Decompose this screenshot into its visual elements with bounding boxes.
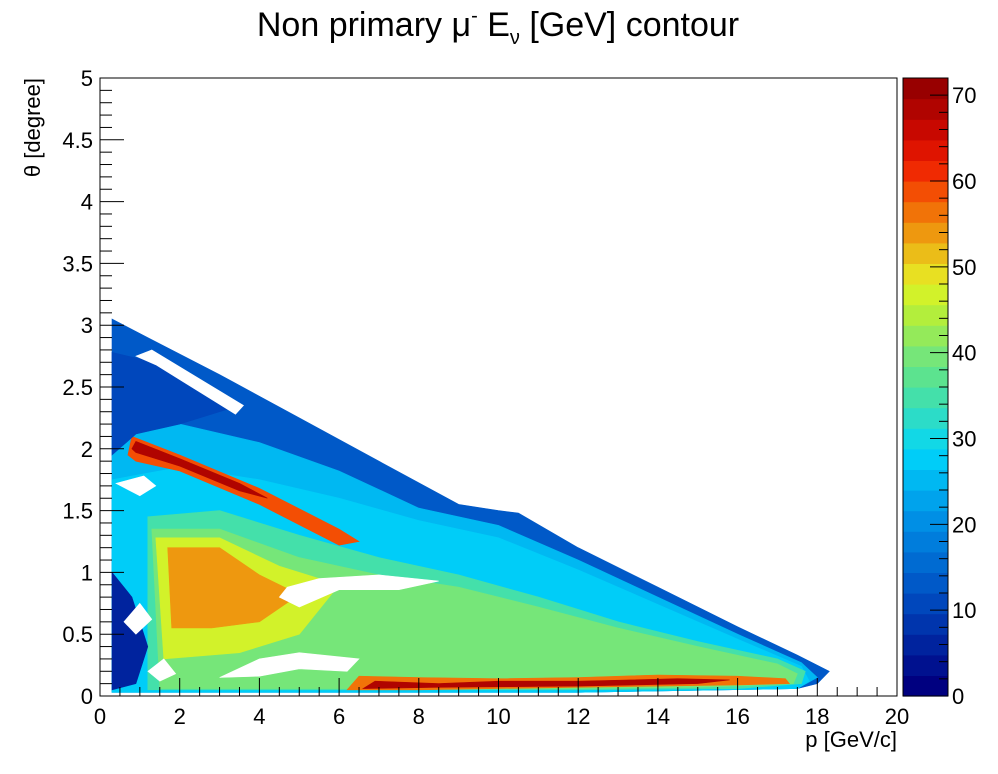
color-scale-segment bbox=[903, 634, 948, 656]
y-tick-label: 2 bbox=[81, 437, 93, 462]
contour-gap-upper bbox=[135, 349, 244, 415]
color-scale-segment bbox=[903, 242, 948, 264]
color-scale-segment bbox=[903, 613, 948, 635]
color-scale-segment bbox=[903, 304, 948, 326]
y-tick-label: 2.5 bbox=[62, 375, 93, 400]
color-scale-segment bbox=[903, 139, 948, 161]
x-tick-label: 16 bbox=[725, 704, 749, 729]
contour-gap-lower-arc bbox=[278, 574, 439, 608]
color-scale-segment bbox=[903, 448, 948, 470]
color-scale-label: 40 bbox=[952, 341, 976, 366]
y-tick-label: 0.5 bbox=[62, 622, 93, 647]
color-scale-segment bbox=[903, 160, 948, 182]
color-scale-segment bbox=[903, 572, 948, 594]
color-scale-segment bbox=[903, 654, 948, 676]
color-scale-label: 0 bbox=[952, 684, 964, 709]
x-tick-label: 6 bbox=[333, 704, 345, 729]
y-tick-label: 0 bbox=[81, 684, 93, 709]
color-scale-label: 20 bbox=[952, 512, 976, 537]
color-scale-segment bbox=[903, 490, 948, 512]
x-tick-label: 4 bbox=[253, 704, 265, 729]
color-scale-label: 30 bbox=[952, 427, 976, 452]
contour-gap-middle bbox=[115, 475, 157, 497]
x-tick-label: 12 bbox=[566, 704, 590, 729]
x-tick-label: 0 bbox=[94, 704, 106, 729]
color-scale-segment bbox=[903, 593, 948, 615]
y-tick-label: 5 bbox=[81, 66, 93, 91]
y-tick-label: 4 bbox=[81, 190, 93, 215]
color-scale-segment bbox=[903, 510, 948, 532]
x-tick-label: 10 bbox=[486, 704, 510, 729]
contour-region-band-6 bbox=[167, 547, 300, 629]
color-scale: 0 10 20 30 40 50 60 70 bbox=[902, 77, 976, 709]
x-axis-label: p [GeV/c] bbox=[805, 727, 897, 752]
color-scale-segment bbox=[903, 407, 948, 429]
chart-title-energy: E bbox=[478, 6, 510, 44]
x-tick-label: 14 bbox=[646, 704, 670, 729]
color-scale-segment bbox=[903, 78, 948, 100]
x-tick-label: 2 bbox=[174, 704, 186, 729]
color-scale-segment bbox=[903, 284, 948, 306]
y-tick-label: 3.5 bbox=[62, 251, 93, 276]
color-scale-segment bbox=[903, 119, 948, 141]
y-tick-label: 1.5 bbox=[62, 499, 93, 524]
chart-title-tail: [GeV] contour bbox=[520, 6, 739, 44]
chart-title-subscript: ν bbox=[510, 27, 520, 49]
contour-gap-speck-2 bbox=[123, 602, 153, 635]
color-scale-segment bbox=[903, 551, 948, 573]
x-tick-label: 20 bbox=[885, 704, 909, 729]
contour-region-band-4 bbox=[151, 528, 798, 689]
color-scale-segment bbox=[903, 325, 948, 347]
color-scale-segment bbox=[903, 531, 948, 553]
color-scale-label: 10 bbox=[952, 598, 976, 623]
contour-gap-speck-1 bbox=[147, 658, 177, 682]
axis-ticks: 0 2 4 6 8 10 12 14 16 18 20 0 0.5 1 1.5 2 2.5 3 3.5 4 4.5 5 bbox=[62, 66, 909, 729]
x-tick-label: 18 bbox=[805, 704, 829, 729]
y-axis-label: θ [degree] bbox=[20, 78, 45, 177]
contour-layer bbox=[111, 318, 830, 693]
contour-gap-bottom-left bbox=[219, 652, 360, 678]
color-scale-segment bbox=[903, 263, 948, 285]
contour-region-ridge-upper-core bbox=[131, 441, 268, 499]
color-scale-segment bbox=[903, 387, 948, 409]
y-tick-label: 1 bbox=[81, 560, 93, 585]
chart-title: Non primary μ- Eν [GeV] contour bbox=[257, 5, 739, 49]
chart-title-superscript: - bbox=[471, 5, 478, 27]
x-tick-label: 8 bbox=[413, 704, 425, 729]
color-scale-segment bbox=[903, 428, 948, 450]
y-tick-label: 3 bbox=[81, 313, 93, 338]
color-scale-segment bbox=[903, 181, 948, 203]
color-scale-label: 50 bbox=[952, 255, 976, 280]
color-scale-segment bbox=[903, 98, 948, 120]
color-scale-segment bbox=[903, 222, 948, 244]
chart-title-main: Non primary μ bbox=[257, 6, 471, 44]
color-scale-segment bbox=[903, 201, 948, 223]
color-scale-segment bbox=[903, 469, 948, 491]
contour-region-ridge-bottom-core bbox=[361, 678, 730, 689]
plot-border bbox=[99, 77, 898, 697]
color-scale-label: 60 bbox=[952, 169, 976, 194]
y-tick-label: 4.5 bbox=[62, 128, 93, 153]
color-scale-segment bbox=[903, 675, 948, 697]
color-scale-segment bbox=[903, 345, 948, 367]
color-scale-label: 70 bbox=[952, 83, 976, 108]
color-scale-segment bbox=[903, 366, 948, 388]
